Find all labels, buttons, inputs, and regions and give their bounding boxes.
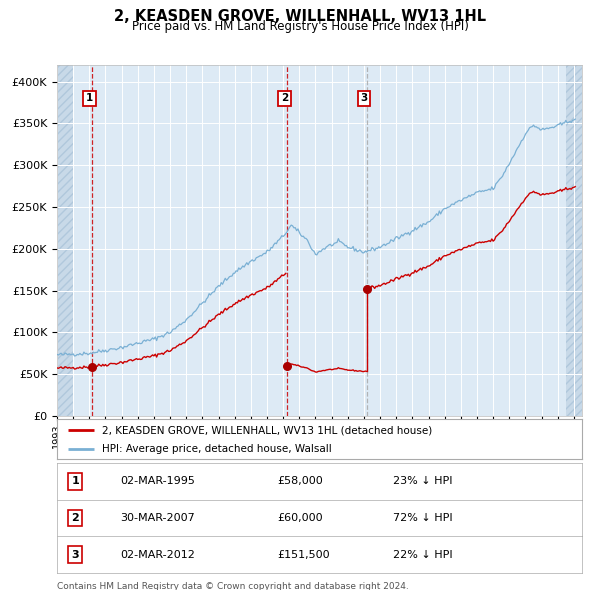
Text: 1: 1 — [71, 477, 79, 486]
Text: £58,000: £58,000 — [277, 477, 323, 486]
Text: 22% ↓ HPI: 22% ↓ HPI — [393, 550, 452, 559]
Text: 2, KEASDEN GROVE, WILLENHALL, WV13 1HL (detached house): 2, KEASDEN GROVE, WILLENHALL, WV13 1HL (… — [101, 425, 432, 435]
Text: Contains HM Land Registry data © Crown copyright and database right 2024.: Contains HM Land Registry data © Crown c… — [57, 582, 409, 590]
Text: 3: 3 — [71, 550, 79, 559]
Text: 2, KEASDEN GROVE, WILLENHALL, WV13 1HL: 2, KEASDEN GROVE, WILLENHALL, WV13 1HL — [114, 9, 486, 24]
Bar — [57, 65, 73, 416]
Text: 02-MAR-1995: 02-MAR-1995 — [120, 477, 195, 486]
Text: £151,500: £151,500 — [277, 550, 330, 559]
Text: 3: 3 — [361, 93, 368, 103]
Text: 1: 1 — [86, 93, 93, 103]
Text: 2: 2 — [281, 93, 288, 103]
Text: Price paid vs. HM Land Registry's House Price Index (HPI): Price paid vs. HM Land Registry's House … — [131, 20, 469, 33]
Text: 30-MAR-2007: 30-MAR-2007 — [120, 513, 195, 523]
Text: 72% ↓ HPI: 72% ↓ HPI — [393, 513, 452, 523]
Text: 02-MAR-2012: 02-MAR-2012 — [120, 550, 195, 559]
Bar — [566, 65, 582, 416]
Text: HPI: Average price, detached house, Walsall: HPI: Average price, detached house, Wals… — [101, 444, 331, 454]
Text: £60,000: £60,000 — [277, 513, 323, 523]
Text: 2: 2 — [71, 513, 79, 523]
Text: 23% ↓ HPI: 23% ↓ HPI — [393, 477, 452, 486]
